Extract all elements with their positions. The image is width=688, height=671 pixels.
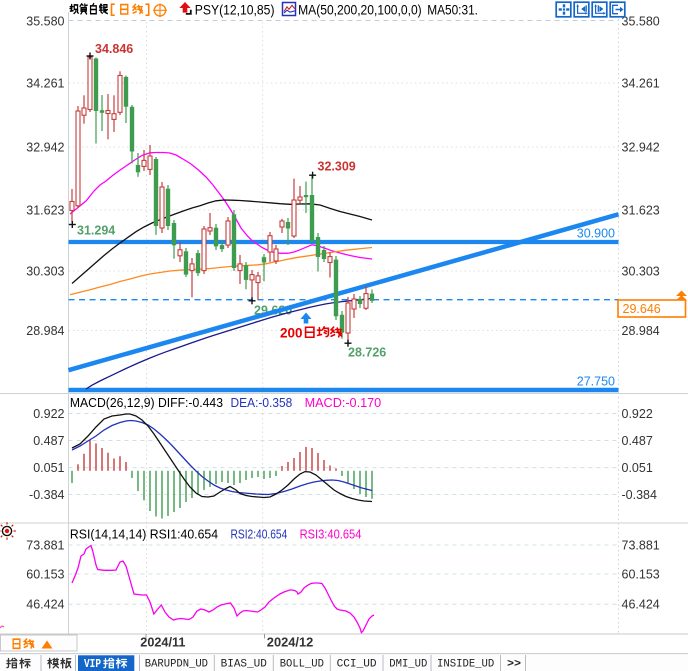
svg-text:CCI_UD: CCI_UD [337, 658, 377, 670]
svg-text:RSI(14,14,14) RSI1:40.654: RSI(14,14,14) RSI1:40.654 [70, 527, 218, 542]
svg-text:INSIDE_UD: INSIDE_UD [437, 658, 495, 670]
svg-text:MACD(26,12,9) DIFF:-0.443: MACD(26,12,9) DIFF:-0.443 [70, 395, 223, 410]
svg-text:BIAS_UD: BIAS_UD [221, 658, 268, 670]
svg-text:35.580: 35.580 [622, 14, 660, 28]
svg-text:34.261: 34.261 [622, 76, 660, 90]
svg-text:VIP: VIP [84, 658, 101, 671]
svg-text:32.309: 32.309 [318, 160, 356, 174]
svg-text:35.580: 35.580 [26, 14, 64, 28]
svg-text:31.623: 31.623 [622, 203, 660, 217]
svg-text:2024/11: 2024/11 [140, 636, 185, 650]
svg-text:34.846: 34.846 [95, 42, 133, 56]
svg-text:-0.384: -0.384 [622, 488, 657, 502]
svg-text:30.303: 30.303 [26, 264, 64, 278]
svg-text:34.261: 34.261 [26, 76, 64, 90]
svg-text:31.294: 31.294 [77, 224, 115, 238]
svg-text:BOLL_UD: BOLL_UD [280, 658, 325, 670]
svg-text:30.303: 30.303 [622, 264, 660, 278]
svg-text:28.726: 28.726 [348, 346, 386, 360]
svg-text:RSI2:40.654: RSI2:40.654 [231, 527, 288, 542]
svg-text:28.984: 28.984 [622, 324, 660, 338]
svg-text:200: 200 [280, 326, 303, 341]
svg-text:PSY(12,10,85): PSY(12,10,85) [195, 2, 275, 17]
svg-text:73.881: 73.881 [26, 538, 64, 552]
svg-text:30.900: 30.900 [577, 227, 615, 241]
svg-text:32.942: 32.942 [26, 140, 64, 154]
svg-text:DMI_UD: DMI_UD [389, 658, 427, 670]
svg-text:0.922: 0.922 [622, 407, 653, 421]
svg-text:DEA:-0.358: DEA:-0.358 [231, 395, 293, 410]
svg-text:31.623: 31.623 [26, 203, 64, 217]
svg-text:46.424: 46.424 [622, 598, 660, 612]
svg-text:0.051: 0.051 [33, 461, 64, 475]
svg-text:0.922: 0.922 [33, 407, 64, 421]
svg-text:60.153: 60.153 [622, 567, 660, 581]
svg-text:32.942: 32.942 [622, 140, 660, 154]
svg-text:73.881: 73.881 [622, 538, 660, 552]
svg-text:0.051: 0.051 [622, 461, 653, 475]
svg-text:MA50:31.: MA50:31. [427, 2, 478, 17]
svg-text:BARUPDN_UD: BARUPDN_UD [145, 658, 209, 670]
svg-text:MACD:-0.170: MACD:-0.170 [305, 395, 382, 410]
svg-text:RSI3:40.654: RSI3:40.654 [300, 527, 362, 542]
svg-text:28.984: 28.984 [26, 324, 64, 338]
svg-text:2024/12: 2024/12 [267, 636, 314, 650]
svg-text:>>: >> [507, 658, 521, 670]
svg-text:0.487: 0.487 [33, 434, 64, 448]
svg-text:0.487: 0.487 [622, 434, 653, 448]
svg-text:29.646: 29.646 [623, 302, 661, 316]
svg-text:46.424: 46.424 [26, 598, 64, 612]
svg-text:27.750: 27.750 [577, 375, 615, 389]
svg-text:-0.384: -0.384 [29, 488, 64, 502]
svg-text:MA(50,200,20,100,0,0): MA(50,200,20,100,0,0) [298, 2, 422, 17]
svg-text:60.153: 60.153 [26, 567, 64, 581]
